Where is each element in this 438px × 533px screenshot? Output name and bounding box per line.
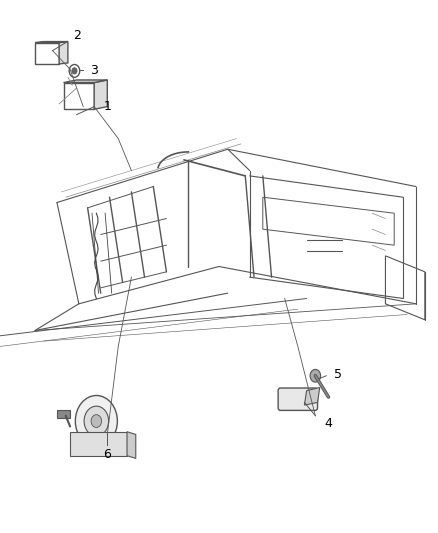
Circle shape (310, 369, 321, 382)
Polygon shape (59, 42, 68, 64)
Polygon shape (64, 80, 107, 83)
Circle shape (75, 395, 117, 447)
Text: 2: 2 (73, 29, 81, 42)
FancyBboxPatch shape (278, 388, 318, 410)
Polygon shape (127, 432, 136, 458)
Text: 5: 5 (334, 368, 342, 381)
Polygon shape (70, 432, 127, 456)
Polygon shape (304, 387, 320, 405)
Text: 4: 4 (325, 417, 332, 430)
Circle shape (91, 415, 102, 427)
Text: 6: 6 (103, 448, 111, 461)
Polygon shape (57, 410, 70, 418)
Circle shape (84, 406, 109, 436)
Polygon shape (35, 42, 68, 43)
Polygon shape (94, 80, 107, 109)
Text: 3: 3 (90, 64, 98, 77)
Circle shape (72, 68, 77, 74)
Text: 1: 1 (103, 100, 111, 113)
